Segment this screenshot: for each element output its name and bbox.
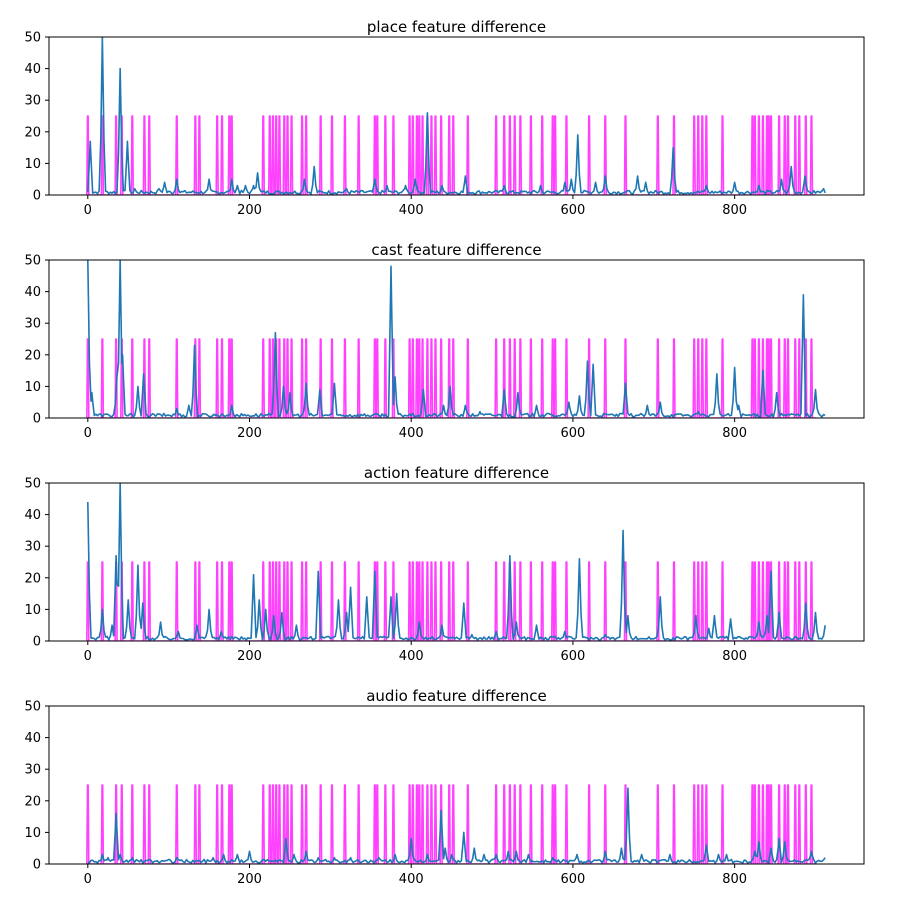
y-tick-label: 30 (24, 317, 41, 332)
feature-series-line (87, 260, 826, 418)
x-tick-label: 400 (399, 203, 424, 218)
subplot-audio: audio feature difference 0 10 20 30 40 50 0 200 4… (24, 687, 865, 887)
subplot-cast: cast feature difference 0 10 20 30 40 50 0 200 40… (24, 241, 865, 441)
x-tick-label: 200 (237, 872, 262, 887)
x-tick-label: 0 (84, 649, 92, 664)
y-tick-label: 40 (24, 731, 41, 746)
x-tick-label: 400 (399, 872, 424, 887)
y-tick-label: 20 (24, 794, 41, 809)
chart-title: audio feature difference (366, 687, 547, 705)
y-tick-label: 0 (33, 858, 41, 873)
chart-title: cast feature difference (371, 241, 541, 259)
y-tick-label: 10 (24, 157, 41, 172)
x-tick-label: 200 (237, 426, 262, 441)
x-tick-label: 800 (722, 872, 747, 887)
feature-series-line (87, 37, 826, 195)
y-tick-label: 30 (24, 763, 41, 778)
x-tick-label: 800 (722, 203, 747, 218)
plot-frame (48, 705, 865, 865)
x-tick-label: 600 (561, 649, 586, 664)
y-tick-label: 20 (24, 348, 41, 363)
subplot-place: place feature difference 0 10 20 30 40 50 0 200 4… (24, 18, 865, 218)
chart-title: action feature difference (364, 464, 549, 482)
x-tick-label: 800 (722, 426, 747, 441)
y-tick-label: 20 (24, 571, 41, 586)
y-tick-label: 50 (24, 700, 41, 715)
boundary-series-line (86, 115, 817, 195)
feature-series-line (87, 483, 826, 641)
chart-title: place feature difference (367, 18, 546, 36)
x-tick-label: 400 (399, 649, 424, 664)
x-tick-label: 800 (722, 649, 747, 664)
y-tick-label: 20 (24, 125, 41, 140)
y-tick-label: 10 (24, 826, 41, 841)
plot-frame (48, 36, 865, 196)
y-tick-label: 40 (24, 285, 41, 300)
x-tick-label: 0 (84, 203, 92, 218)
x-tick-label: 200 (237, 649, 262, 664)
y-tick-label: 30 (24, 540, 41, 555)
x-tick-label: 600 (561, 203, 586, 218)
plot-frame (48, 259, 865, 419)
y-tick-label: 40 (24, 62, 41, 77)
y-tick-label: 10 (24, 380, 41, 395)
y-tick-label: 0 (33, 412, 41, 427)
feature-series-line (87, 787, 826, 864)
x-tick-label: 400 (399, 426, 424, 441)
y-tick-label: 50 (24, 477, 41, 492)
y-tick-label: 30 (24, 94, 41, 109)
y-tick-label: 0 (33, 189, 41, 204)
y-tick-label: 50 (24, 254, 41, 269)
y-tick-label: 0 (33, 635, 41, 650)
x-tick-label: 600 (561, 426, 586, 441)
subplot-action: action feature difference 0 10 20 30 40 50 0 200… (24, 464, 865, 664)
x-tick-label: 0 (84, 426, 92, 441)
x-tick-label: 0 (84, 872, 92, 887)
y-tick-label: 10 (24, 603, 41, 618)
x-tick-label: 200 (237, 203, 262, 218)
x-tick-label: 600 (561, 872, 586, 887)
plot-frame (48, 482, 865, 642)
y-tick-label: 50 (24, 31, 41, 46)
y-tick-label: 40 (24, 508, 41, 523)
